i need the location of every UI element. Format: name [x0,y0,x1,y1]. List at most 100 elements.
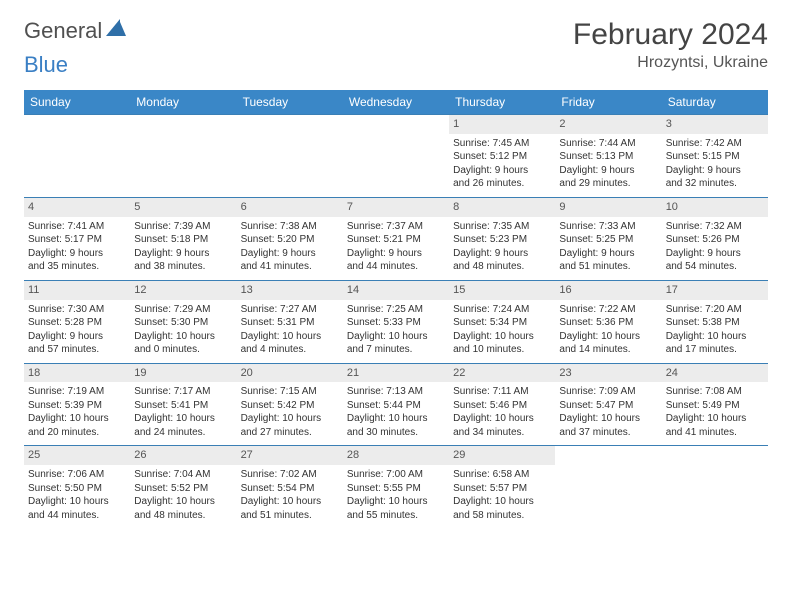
sunrise-line: Sunrise: 7:39 AM [134,220,232,234]
day-cell: 21 Sunrise: 7:13 AMSunset: 5:44 PMDayligh… [343,363,449,446]
sunset-line: Sunset: 5:57 PM [453,482,551,496]
sunset-line: Sunset: 5:54 PM [241,482,339,496]
sunrise-line: Sunrise: 7:30 AM [28,303,126,317]
sunset-line: Sunset: 5:38 PM [666,316,764,330]
day-cell: 7Sunrise: 7:37 AMSunset: 5:21 PMDaylight… [343,197,449,280]
daylight-line: and 58 minutes. [453,509,551,523]
daylight-line: Daylight: 10 hours [453,330,551,344]
sunset-line: Sunset: 5:26 PM [666,233,764,247]
sunrise-line: Sunrise: 7:22 AM [559,303,657,317]
sunset-line: Sunset: 5:31 PM [241,316,339,330]
daylight-line: Daylight: 9 hours [28,330,126,344]
daylight-line: Daylight: 10 hours [347,330,445,344]
daylight-line: Daylight: 10 hours [559,330,657,344]
sunrise-line: Sunrise: 7:41 AM [28,220,126,234]
logo: General [24,18,127,44]
sunset-line: Sunset: 5:52 PM [134,482,232,496]
daylight-line: and 34 minutes. [453,426,551,440]
day-number: 20 [237,364,343,383]
week-row: 18Sunrise: 7:19 AMSunset: 5:39 PMDayligh… [24,363,768,446]
day-cell: 20Sunrise: 7:15 AMSunset: 5:42 PMDayligh… [237,363,343,446]
day-number: 26 [130,446,236,465]
sunset-line: Sunset: 5:21 PM [347,233,445,247]
daylight-line: and 10 minutes. [453,343,551,357]
sunset-line: Sunset: 5:23 PM [453,233,551,247]
day-cell [662,446,768,528]
daylight-line: and 20 minutes. [28,426,126,440]
day-number: 25 [24,446,130,465]
daylight-line: and 26 minutes. [453,177,551,191]
sunrise-line: Sunrise: 7:09 AM [559,385,657,399]
sunset-line: Sunset: 5:39 PM [28,399,126,413]
day-number: 29 [449,446,555,465]
day-cell: 14Sunrise: 7:25 AMSunset: 5:33 PMDayligh… [343,280,449,363]
day-cell: 5Sunrise: 7:39 AMSunset: 5:18 PMDaylight… [130,197,236,280]
sunset-line: Sunset: 5:18 PM [134,233,232,247]
daylight-line: Daylight: 9 hours [347,247,445,261]
sunrise-line: Sunrise: 6:58 AM [453,468,551,482]
day-number: 14 [343,281,449,300]
daylight-line: Daylight: 10 hours [347,412,445,426]
day-number: 18 [24,364,130,383]
daylight-line: Daylight: 9 hours [453,164,551,178]
day-cell [130,115,236,198]
day-cell [555,446,661,528]
day-number: 3 [662,115,768,134]
day-cell: 6Sunrise: 7:38 AMSunset: 5:20 PMDaylight… [237,197,343,280]
sunrise-line: Sunrise: 7:11 AM [453,385,551,399]
sunset-line: Sunset: 5:15 PM [666,150,764,164]
sunset-line: Sunset: 5:44 PM [347,399,445,413]
sunset-line: Sunset: 5:12 PM [453,150,551,164]
day-header-sunday: Sunday [24,90,130,115]
day-number: 6 [237,198,343,217]
day-header-thursday: Thursday [449,90,555,115]
daylight-line: Daylight: 9 hours [453,247,551,261]
day-cell: 22Sunrise: 7:11 AMSunset: 5:46 PMDayligh… [449,363,555,446]
daylight-line: and 57 minutes. [28,343,126,357]
sunrise-line: Sunrise: 7:33 AM [559,220,657,234]
day-cell: 1Sunrise: 7:45 AMSunset: 5:12 PMDaylight… [449,115,555,198]
day-number: 28 [343,446,449,465]
day-cell: 4Sunrise: 7:41 AMSunset: 5:17 PMDaylight… [24,197,130,280]
sunrise-line: Sunrise: 7:15 AM [241,385,339,399]
daylight-line: Daylight: 10 hours [347,495,445,509]
sunrise-line: Sunrise: 7:13 AM [347,385,445,399]
sunset-line: Sunset: 5:30 PM [134,316,232,330]
daylight-line: Daylight: 10 hours [666,412,764,426]
sunset-line: Sunset: 5:46 PM [453,399,551,413]
sunrise-line: Sunrise: 7:25 AM [347,303,445,317]
daylight-line: and 51 minutes. [241,509,339,523]
logo-text-2: Blue [24,52,68,78]
daylight-line: and 14 minutes. [559,343,657,357]
week-row: 11Sunrise: 7:30 AMSunset: 5:28 PMDayligh… [24,280,768,363]
daylight-line: Daylight: 9 hours [559,164,657,178]
sunset-line: Sunset: 5:17 PM [28,233,126,247]
daylight-line: and 0 minutes. [134,343,232,357]
daylight-line: and 7 minutes. [347,343,445,357]
daylight-line: Daylight: 9 hours [28,247,126,261]
day-cell: 8Sunrise: 7:35 AMSunset: 5:23 PMDaylight… [449,197,555,280]
day-number: 1 [449,115,555,134]
sunrise-line: Sunrise: 7:32 AM [666,220,764,234]
week-row: 1Sunrise: 7:45 AMSunset: 5:12 PMDaylight… [24,115,768,198]
daylight-line: Daylight: 9 hours [666,164,764,178]
day-number: 21 [343,364,449,383]
sunset-line: Sunset: 5:28 PM [28,316,126,330]
week-row: 25Sunrise: 7:06 AMSunset: 5:50 PMDayligh… [24,446,768,528]
daylight-line: and 4 minutes. [241,343,339,357]
day-cell: 26Sunrise: 7:04 AMSunset: 5:52 PMDayligh… [130,446,236,528]
day-cell: 17Sunrise: 7:20 AMSunset: 5:38 PMDayligh… [662,280,768,363]
daylight-line: Daylight: 10 hours [241,495,339,509]
day-cell: 9Sunrise: 7:33 AMSunset: 5:25 PMDaylight… [555,197,661,280]
daylight-line: Daylight: 10 hours [28,495,126,509]
sunset-line: Sunset: 5:25 PM [559,233,657,247]
daylight-line: and 54 minutes. [666,260,764,274]
daylight-line: and 32 minutes. [666,177,764,191]
day-header-saturday: Saturday [662,90,768,115]
sunrise-line: Sunrise: 7:37 AM [347,220,445,234]
sunrise-line: Sunrise: 7:24 AM [453,303,551,317]
day-cell [24,115,130,198]
day-header-friday: Friday [555,90,661,115]
month-title: February 2024 [573,18,768,52]
day-header-monday: Monday [130,90,236,115]
